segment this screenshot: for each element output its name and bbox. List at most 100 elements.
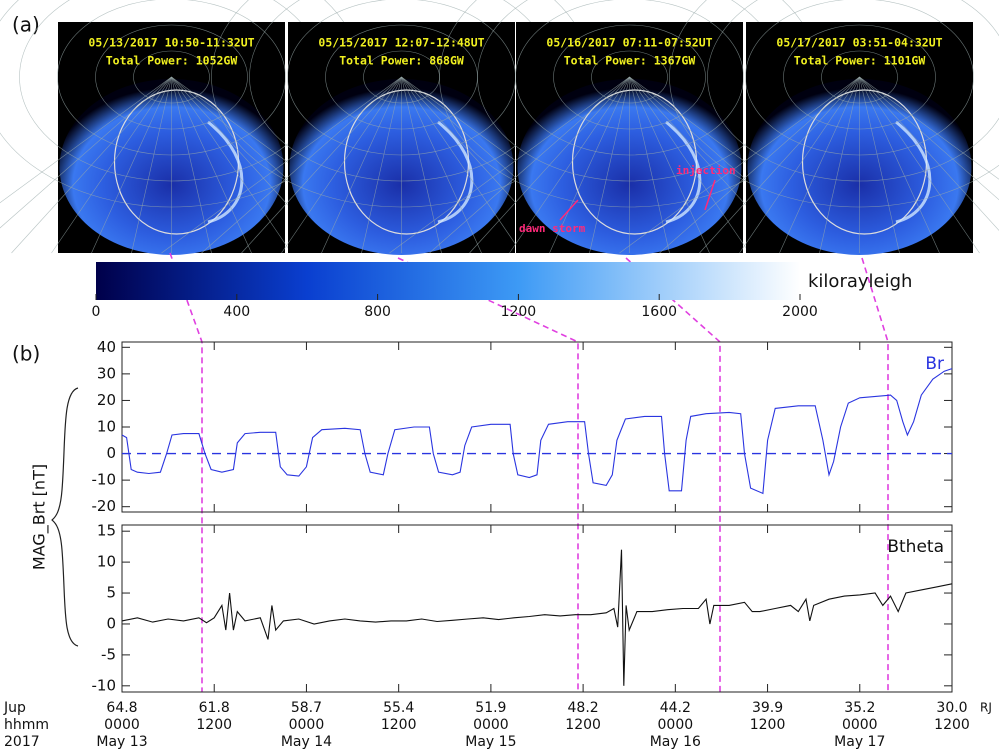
grid-meridian	[469, 76, 630, 254]
image-time: 05/17/2017 03:51-04:32UT	[776, 36, 942, 50]
x-date-label: May 16	[650, 734, 701, 750]
colorbar-label: kilorayleigh	[808, 271, 912, 292]
aurora-arc	[437, 120, 474, 224]
x-jup-label: 35.2	[844, 700, 875, 716]
connector	[625, 257, 721, 692]
connector	[169, 252, 203, 692]
image-time: 05/16/2017 07:11-07:52UT	[546, 36, 712, 50]
image-time: 05/15/2017 12:07-12:48UT	[318, 36, 484, 50]
grid-meridian	[401, 76, 482, 254]
grid-meridian	[619, 76, 860, 254]
colorbar-tick-label: 2000	[782, 304, 818, 320]
grid-meridian	[201, 76, 402, 254]
data-line	[121, 368, 953, 495]
x-tick-label: 0000	[658, 717, 694, 733]
aurora-arc	[895, 120, 932, 224]
y-tick-label: 10	[97, 418, 116, 436]
y-axis-label: MAG_Brt [nT]	[30, 464, 50, 570]
x-tick-label: 1200	[934, 717, 970, 733]
grid-meridian	[401, 76, 522, 254]
image-power: Total Power: 868GW	[339, 54, 464, 68]
y-tick-label: 10	[97, 553, 116, 571]
y-tick-label: -10	[92, 676, 117, 694]
series-label: Br	[925, 354, 944, 374]
x-date-label: May 13	[96, 734, 147, 750]
y-tick-label: 15	[97, 522, 116, 540]
plot-frame	[121, 524, 953, 693]
grid-meridian	[401, 76, 442, 254]
colorbar	[96, 262, 800, 300]
image-time: 05/13/2017 10:50-11:32UT	[88, 36, 254, 50]
y-tick-label: 0	[106, 444, 116, 462]
colorbar-tick-label: 800	[364, 304, 391, 320]
image-power: Total Power: 1052GW	[106, 54, 238, 68]
grid-meridian	[509, 76, 630, 254]
y-tick-label: 0	[106, 614, 116, 632]
x-tick-label: 1200	[196, 717, 232, 733]
grid-meridian	[819, 76, 860, 254]
grid-meridian	[131, 76, 172, 254]
arrow	[704, 179, 716, 211]
data-line	[121, 549, 953, 686]
y-tick-label: 20	[97, 391, 116, 409]
y-tick-label: -5	[101, 645, 116, 663]
grid-meridian	[51, 76, 172, 254]
aurora-image: 05/17/2017 03:51-04:32UT Total Power: 110…	[619, 0, 999, 255]
x-tick-label: 0000	[289, 717, 325, 733]
grid-meridian	[0, 76, 172, 229]
grid-meridian	[779, 76, 860, 254]
aurora-arc	[665, 120, 702, 224]
grid-meridian	[11, 76, 172, 254]
aurora-arc	[207, 120, 244, 224]
x-jup-label: 61.8	[199, 700, 230, 716]
y-tick-label: 40	[97, 338, 116, 356]
x-jup-label: 64.8	[106, 700, 137, 716]
image-power: Total Power: 1367GW	[564, 54, 696, 68]
grid-meridian	[161, 76, 402, 254]
connector	[861, 257, 889, 692]
panel-label: (a)	[12, 13, 40, 37]
grid-meridian	[589, 76, 630, 254]
x-unit: RJ	[980, 701, 992, 715]
x-tick-label: 1200	[750, 717, 786, 733]
x-tick-label: 1200	[565, 717, 601, 733]
grid-meridian	[859, 76, 999, 201]
connector	[397, 257, 579, 692]
panel-label: (b)	[12, 342, 40, 366]
x-tick-label: 1200	[381, 717, 417, 733]
grid-meridian	[171, 76, 292, 254]
grid-meridian	[389, 76, 630, 254]
row-title: hhmm	[4, 717, 49, 733]
x-date-label: May 15	[465, 734, 516, 750]
aurora-images: 05/13/2017 10:50-11:32UT Total Power: 105…	[0, 0, 999, 255]
grid-meridian	[361, 76, 402, 254]
aurora-image: 05/15/2017 12:07-12:48UT Total Power: 868…	[161, 0, 642, 255]
grid-meridian	[659, 76, 860, 254]
y-tick-label: 5	[106, 584, 116, 602]
image-power: Total Power: 1101GW	[794, 54, 926, 68]
grid-meridian	[321, 76, 402, 254]
y-tick-label: 30	[97, 364, 116, 382]
row-title: 2017	[4, 734, 40, 750]
grid-meridian	[739, 76, 860, 254]
x-tick-label: 0000	[842, 717, 878, 733]
series-label: Btheta	[887, 537, 944, 557]
colorbar-tick-label: 0	[92, 304, 101, 320]
x-jup-label: 58.7	[291, 700, 322, 716]
x-jup-label: 30.0	[936, 700, 967, 716]
grid-meridian	[859, 76, 999, 180]
x-tick-label: 0000	[473, 717, 509, 733]
grid-meridian	[699, 76, 860, 254]
grid-meridian	[91, 76, 172, 254]
x-jup-label: 44.2	[660, 700, 691, 716]
y-tick-label: -10	[92, 471, 117, 489]
y-tick-label: -20	[92, 497, 117, 515]
x-date-label: May 17	[834, 734, 885, 750]
plot-frame	[121, 341, 953, 513]
grid-meridian	[171, 76, 212, 254]
grid-meridian	[629, 76, 750, 254]
x-date-label: May 14	[281, 734, 332, 750]
x-jup-label: 51.9	[475, 700, 506, 716]
grid-meridian	[0, 76, 172, 204]
grid-meridian	[281, 76, 402, 254]
